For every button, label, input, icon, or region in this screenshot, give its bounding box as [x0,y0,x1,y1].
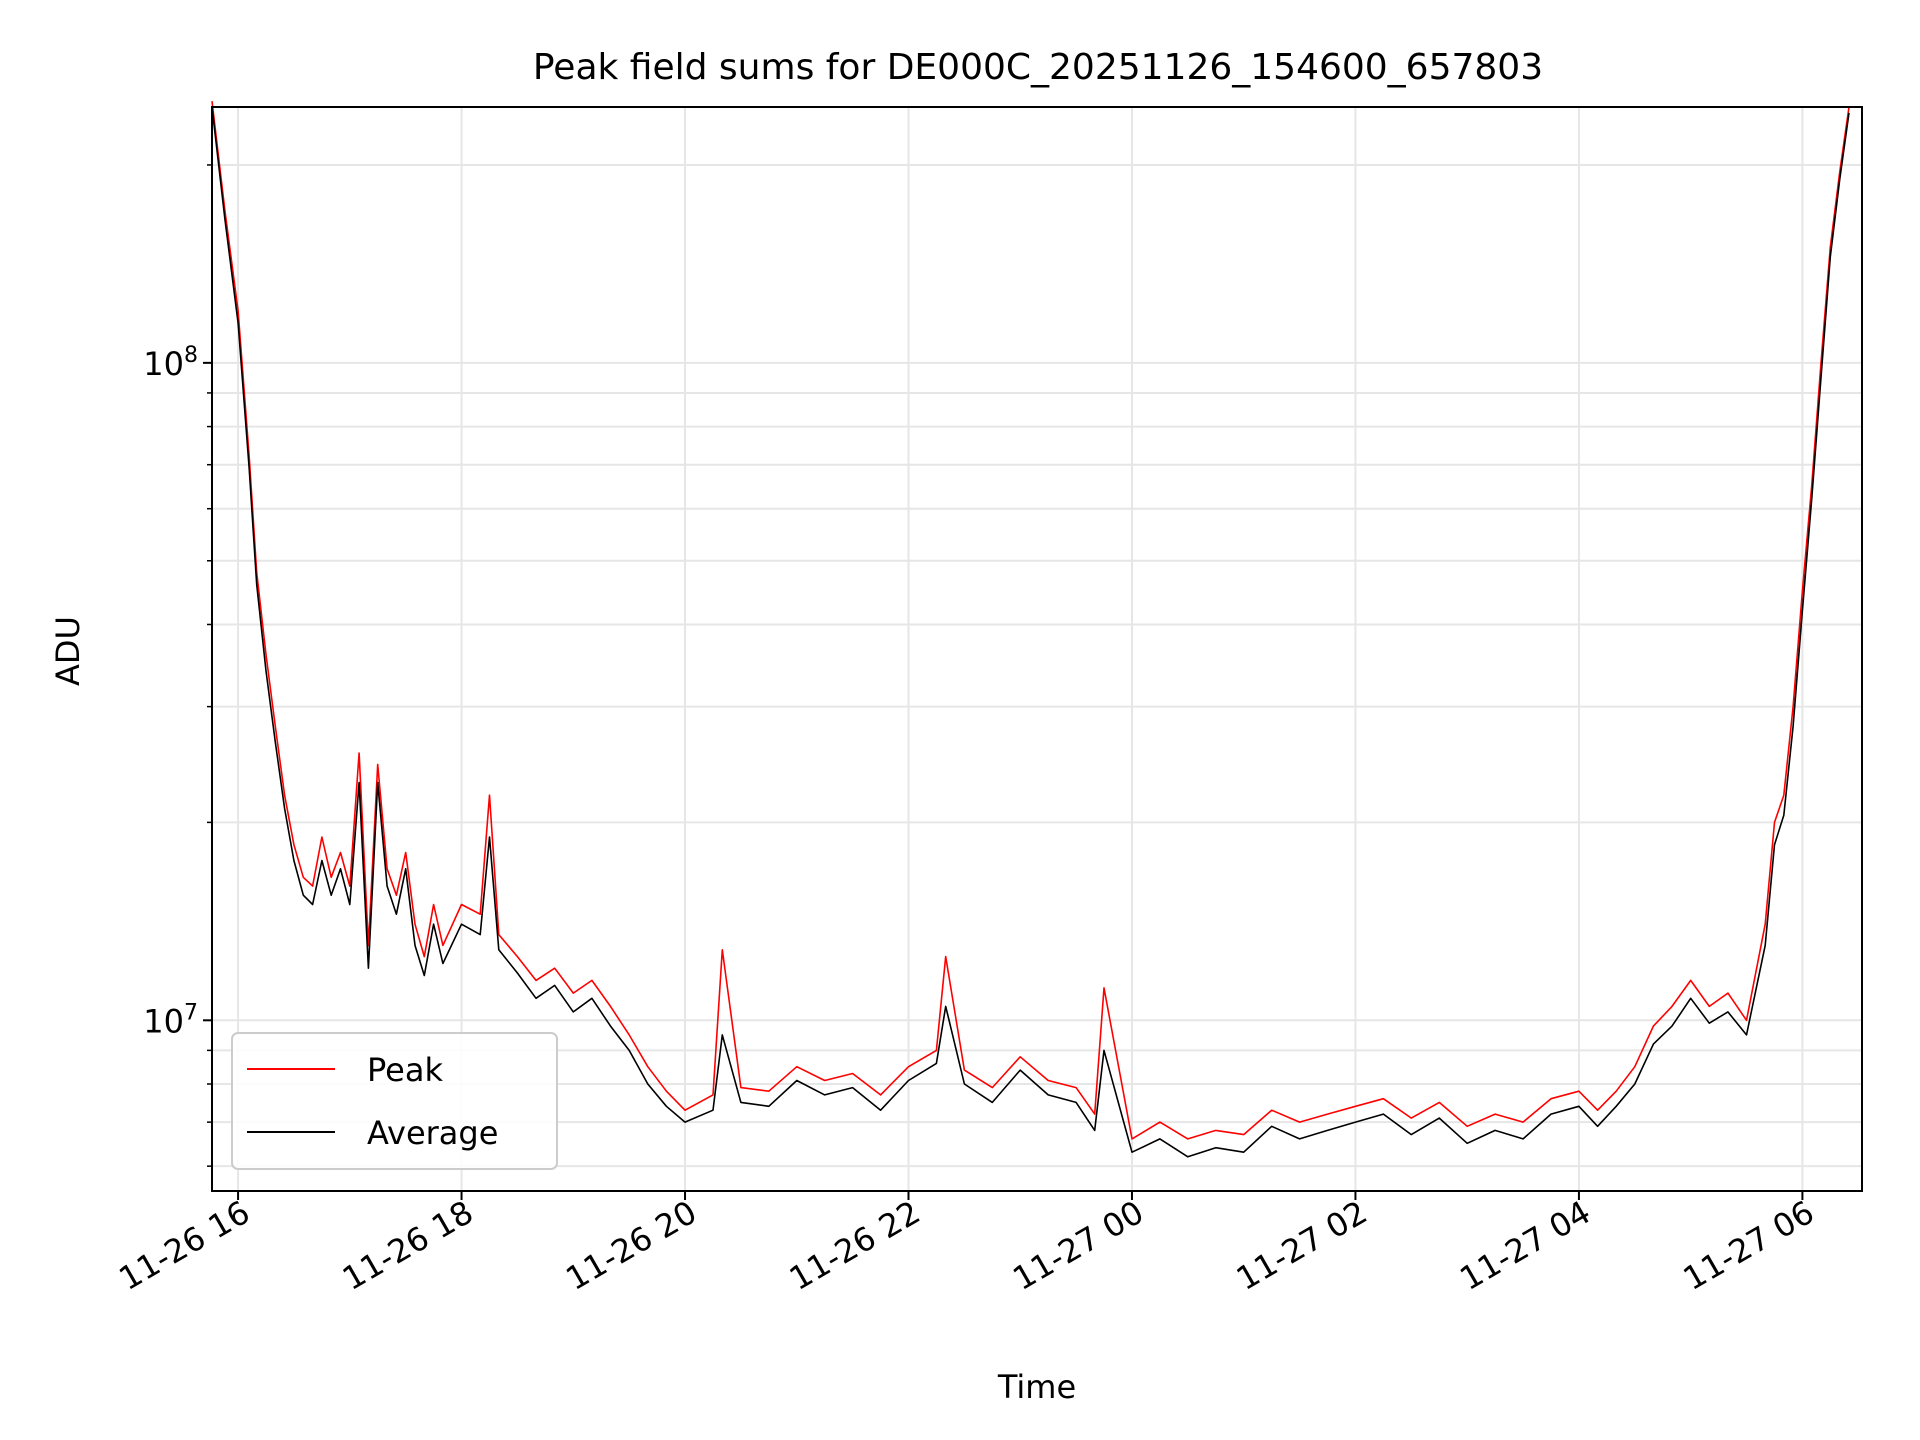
legend-label-average: Average [367,1114,498,1152]
series-line-average [211,106,1850,1158]
series-line-peak [211,101,1850,1140]
x-axis-label: Time [997,1368,1076,1406]
legend-box [231,1032,558,1170]
grid [212,107,1862,1191]
legend: Peak Average [231,1032,558,1170]
legend-label-peak: Peak [367,1051,443,1089]
plot-lines [211,101,1850,1158]
chart-title: Peak field sums for DE000C_20251126_1546… [533,47,1543,88]
y-axis-label: ADU [49,616,87,686]
plot-frame [211,106,1863,1192]
